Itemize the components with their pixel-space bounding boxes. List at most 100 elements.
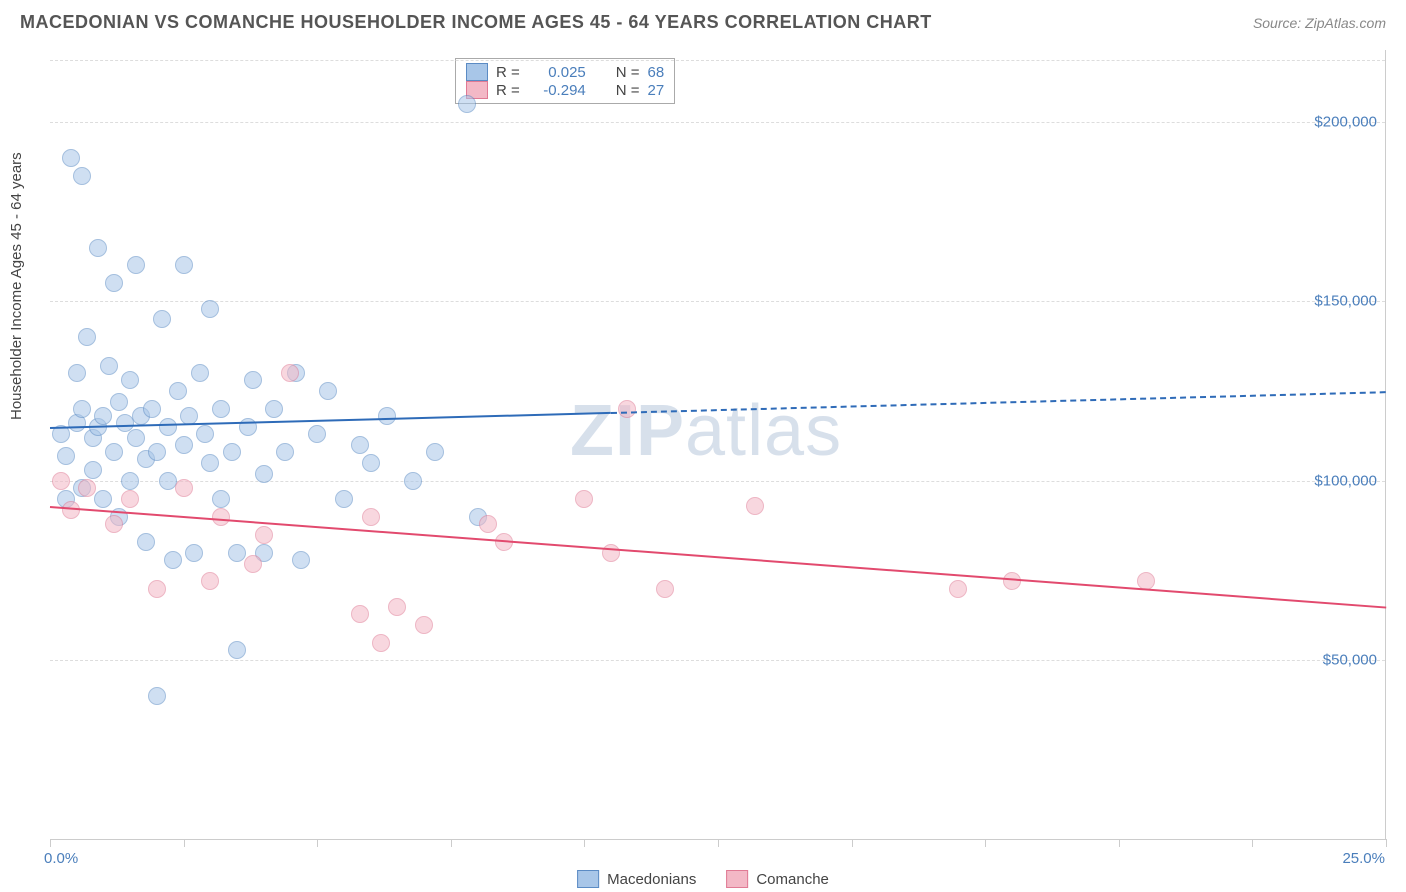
n-value: 27 xyxy=(648,82,665,99)
legend-label: Macedonians xyxy=(607,871,696,888)
x-tick xyxy=(50,839,51,847)
scatter-point-comanche xyxy=(52,472,70,490)
chart-title: MACEDONIAN VS COMANCHE HOUSEHOLDER INCOM… xyxy=(20,12,932,33)
scatter-point-macedonians xyxy=(201,454,219,472)
x-tick xyxy=(184,839,185,847)
legend-swatch xyxy=(577,870,599,888)
scatter-point-macedonians xyxy=(265,400,283,418)
scatter-point-macedonians xyxy=(68,364,86,382)
scatter-point-macedonians xyxy=(121,472,139,490)
scatter-point-comanche xyxy=(575,490,593,508)
scatter-point-macedonians xyxy=(228,544,246,562)
scatter-point-macedonians xyxy=(292,551,310,569)
scatter-point-macedonians xyxy=(308,425,326,443)
scatter-point-macedonians xyxy=(94,407,112,425)
scatter-point-macedonians xyxy=(255,465,273,483)
scatter-point-macedonians xyxy=(201,300,219,318)
legend-swatch xyxy=(466,63,488,81)
y-tick-label: $100,000 xyxy=(1314,472,1377,489)
gridline xyxy=(50,122,1385,123)
series-legend: Macedonians Comanche xyxy=(577,870,829,888)
r-label: R = xyxy=(496,82,520,99)
scatter-point-macedonians xyxy=(426,443,444,461)
r-value: -0.294 xyxy=(528,82,586,99)
x-axis-max-label: 25.0% xyxy=(1342,850,1385,867)
trend-line xyxy=(611,391,1386,414)
legend-swatch xyxy=(726,870,748,888)
y-tick-label: $50,000 xyxy=(1323,652,1377,669)
x-tick xyxy=(1252,839,1253,847)
n-value: 68 xyxy=(648,64,665,81)
scatter-point-macedonians xyxy=(121,371,139,389)
scatter-point-macedonians xyxy=(196,425,214,443)
scatter-point-macedonians xyxy=(105,443,123,461)
scatter-point-comanche xyxy=(479,515,497,533)
scatter-point-macedonians xyxy=(185,544,203,562)
legend-row: R =0.025N =68 xyxy=(466,63,664,81)
scatter-point-comanche xyxy=(1003,572,1021,590)
scatter-point-comanche xyxy=(351,605,369,623)
scatter-point-macedonians xyxy=(94,490,112,508)
watermark: ZIPatlas xyxy=(570,390,842,472)
x-tick xyxy=(317,839,318,847)
scatter-point-macedonians xyxy=(148,687,166,705)
scatter-point-macedonians xyxy=(143,400,161,418)
scatter-point-comanche xyxy=(281,364,299,382)
scatter-point-comanche xyxy=(148,580,166,598)
scatter-point-macedonians xyxy=(212,400,230,418)
scatter-point-macedonians xyxy=(458,95,476,113)
chart-header: MACEDONIAN VS COMANCHE HOUSEHOLDER INCOM… xyxy=(0,0,1406,41)
r-value: 0.025 xyxy=(528,64,586,81)
scatter-point-macedonians xyxy=(223,443,241,461)
correlation-legend: R = 0.025 N = 68R = -0.294 N = 27 xyxy=(455,58,675,104)
scatter-point-macedonians xyxy=(159,418,177,436)
y-axis-label: Householder Income Ages 45 - 64 years xyxy=(8,152,25,420)
scatter-point-macedonians xyxy=(73,400,91,418)
legend-row: R = -0.294 N = 27 xyxy=(466,81,664,99)
scatter-point-comanche xyxy=(105,515,123,533)
scatter-point-comanche xyxy=(415,616,433,634)
x-tick xyxy=(985,839,986,847)
r-label: R = xyxy=(496,64,520,81)
gridline xyxy=(50,301,1385,302)
scatter-point-macedonians xyxy=(404,472,422,490)
scatter-point-macedonians xyxy=(276,443,294,461)
scatter-point-macedonians xyxy=(73,167,91,185)
scatter-point-macedonians xyxy=(78,328,96,346)
n-label: N = xyxy=(616,82,640,99)
x-tick xyxy=(1386,839,1387,847)
legend-item: Comanche xyxy=(726,870,829,888)
scatter-point-macedonians xyxy=(378,407,396,425)
y-tick-label: $150,000 xyxy=(1314,293,1377,310)
scatter-point-macedonians xyxy=(244,371,262,389)
chart-plot-area: ZIPatlas R = 0.025 N = 68R = -0.294 N = 27 0.0… xyxy=(50,50,1386,840)
x-tick xyxy=(718,839,719,847)
scatter-point-macedonians xyxy=(164,551,182,569)
scatter-point-macedonians xyxy=(110,393,128,411)
scatter-point-macedonians xyxy=(84,461,102,479)
scatter-point-macedonians xyxy=(191,364,209,382)
scatter-point-macedonians xyxy=(137,533,155,551)
scatter-point-macedonians xyxy=(212,490,230,508)
scatter-point-macedonians xyxy=(105,274,123,292)
legend-label: Comanche xyxy=(756,871,829,888)
legend-item: Macedonians xyxy=(577,870,696,888)
scatter-point-macedonians xyxy=(62,149,80,167)
scatter-point-macedonians xyxy=(153,310,171,328)
scatter-point-macedonians xyxy=(127,256,145,274)
scatter-point-macedonians xyxy=(89,239,107,257)
gridline xyxy=(50,660,1385,661)
scatter-point-comanche xyxy=(121,490,139,508)
y-tick-label: $200,000 xyxy=(1314,113,1377,130)
x-tick xyxy=(451,839,452,847)
scatter-point-macedonians xyxy=(319,382,337,400)
scatter-point-comanche xyxy=(372,634,390,652)
scatter-point-comanche xyxy=(388,598,406,616)
scatter-point-comanche xyxy=(949,580,967,598)
scatter-point-comanche xyxy=(78,479,96,497)
x-tick xyxy=(1119,839,1120,847)
scatter-point-macedonians xyxy=(100,357,118,375)
scatter-point-macedonians xyxy=(127,429,145,447)
scatter-point-comanche xyxy=(602,544,620,562)
scatter-point-comanche xyxy=(618,400,636,418)
